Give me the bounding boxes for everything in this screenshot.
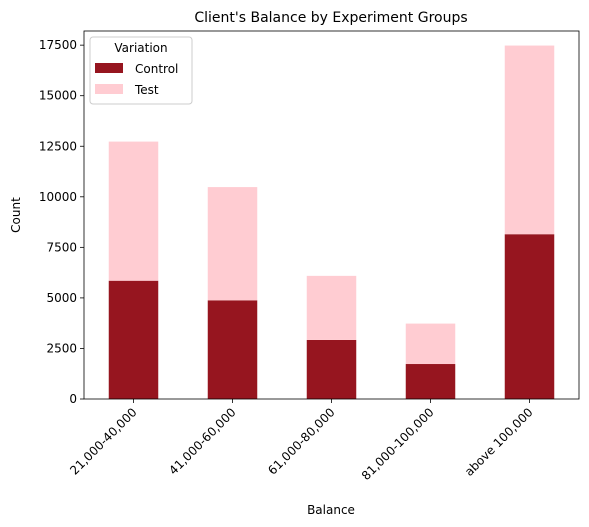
plot-frame: [83, 30, 580, 400]
legend: Variation Control Test: [89, 36, 193, 105]
bar-test-4: [504, 45, 555, 235]
legend-title: Variation: [114, 41, 167, 55]
y-tick-label: 7500: [46, 240, 77, 254]
y-tick-label: 17500: [39, 38, 77, 52]
bar-test-3: [405, 323, 456, 365]
bars: [108, 45, 555, 399]
y-axis-ticks: 0 2500 5000 7500 10000 12500 15000 17500: [39, 38, 84, 406]
x-tick-label: 81,000-100,000: [359, 405, 437, 483]
bar-control-3: [405, 364, 456, 399]
bar-control-1: [207, 300, 258, 399]
y-tick-label: 0: [69, 392, 77, 406]
legend-swatch-control: [95, 63, 123, 73]
chart-title: Client's Balance by Experiment Groups: [194, 10, 467, 26]
bar-test-2: [306, 275, 357, 340]
y-tick-label: 10000: [39, 190, 77, 204]
x-axis-ticks: 21,000-40,000 41,000-60,000 61,000-80,000 8…: [67, 399, 536, 483]
legend-label-control: Control: [135, 62, 178, 76]
bar-test-1: [207, 187, 258, 301]
legend-label-test: Test: [134, 83, 159, 97]
legend-swatch-test: [95, 84, 123, 94]
x-axis-label: Balance: [307, 503, 355, 517]
bar-test-0: [108, 141, 159, 281]
x-tick-label: above 100,000: [462, 405, 536, 479]
x-tick-label: 41,000-60,000: [166, 405, 238, 477]
bar-control-4: [504, 234, 555, 399]
y-tick-label: 5000: [46, 291, 77, 305]
bar-control-2: [306, 339, 357, 399]
x-tick-label: 61,000-80,000: [265, 405, 337, 477]
y-tick-label: 2500: [46, 341, 77, 355]
y-axis-label: Count: [9, 197, 23, 233]
y-tick-label: 12500: [39, 139, 77, 153]
x-tick-label: 21,000-40,000: [67, 405, 139, 477]
y-tick-label: 15000: [39, 89, 77, 103]
bar-control-0: [108, 280, 159, 399]
